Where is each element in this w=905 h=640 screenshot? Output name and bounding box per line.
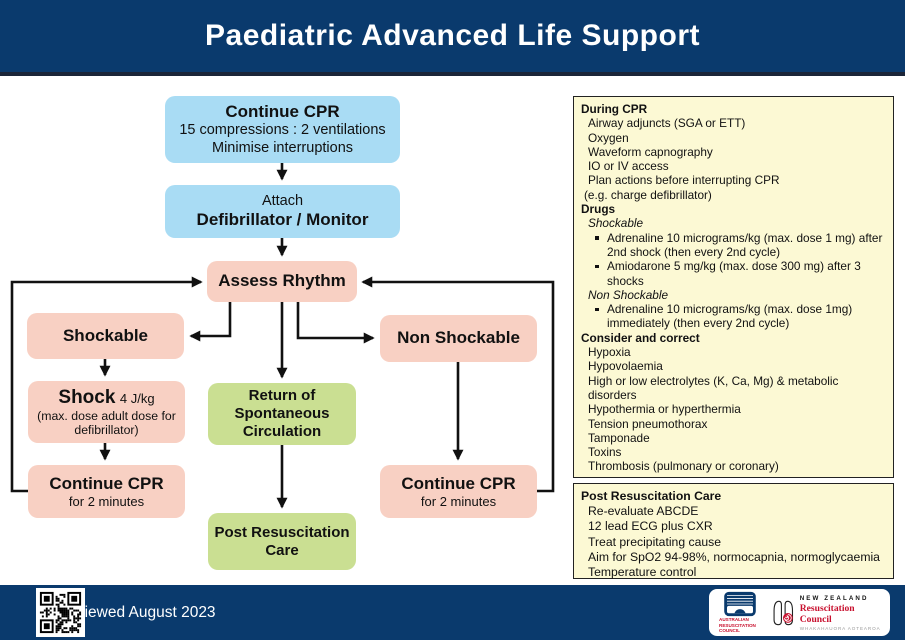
box-title: Continue CPR <box>49 473 164 493</box>
box-title: Defibrillator / Monitor <box>196 210 369 230</box>
panel-line: Tamponade <box>588 430 650 445</box>
qr-code-pattern <box>36 588 85 637</box>
box-title: Non Shockable <box>397 328 520 348</box>
panel-label: Non Shockable <box>588 287 669 302</box>
panel-line: IO or IV access <box>588 159 669 174</box>
box-post-resuscitation-care: Post Resuscitation Care <box>208 513 356 570</box>
nz-text-line1: NEW ZEALAND <box>799 594 869 602</box>
box-line: Minimise interruptions <box>211 139 354 156</box>
panel-line: Oxygen <box>588 130 629 145</box>
panel-line: Hypoxia <box>588 345 631 360</box>
nzrc-logo-text: NEW ZEALAND Resuscitation Council WHAKAH… <box>800 595 884 631</box>
box-line: Attach <box>261 192 304 209</box>
panel-bullet: Adrenaline 10 micrograms/kg (max. dose 1… <box>581 302 889 331</box>
panel-heading: During CPR <box>581 102 648 116</box>
panel-line: (e.g. charge defibrillator) <box>584 187 712 202</box>
panel-line: Airway adjuncts (SGA or ETT) <box>588 116 746 131</box>
box-shockable: Shockable <box>27 313 184 359</box>
box-note: (max. dose adult dose for defibrillator) <box>37 409 176 438</box>
arc-logo-text: AUSTRALIAN RESUSCITATION COUNCIL <box>719 617 756 634</box>
shock-label: Shock <box>58 386 116 408</box>
shock-dose: 4 J/kg <box>119 390 155 406</box>
panel-line: Re-evaluate ABCDE <box>588 504 699 519</box>
nz-text-line3: WHAKAHAUORA AOTEAROA <box>799 625 881 631</box>
arc-text-line: RESUSCITATION <box>719 622 756 628</box>
panel-line: Waveform capnography <box>588 144 713 159</box>
panel-line: Treat precipitating cause <box>588 534 722 549</box>
bullet-icon <box>595 264 599 269</box>
panel-line: 12 lead ECG plus CXR <box>588 519 713 534</box>
nzrc-logo: NEW ZEALAND Resuscitation Council WHAKAH… <box>771 595 884 631</box>
page-title: Paediatric Advanced Life Support <box>205 19 700 52</box>
arc-logo: AUSTRALIAN RESUSCITATION COUNCIL <box>715 591 764 634</box>
panel-line: Temperature control <box>588 565 697 580</box>
box-title: Post Resuscitation Care <box>214 523 350 559</box>
panel-bullet: Amiodarone 5 mg/kg (max. dose 300 mg) af… <box>581 259 889 288</box>
box-line: for 2 minutes <box>420 493 497 509</box>
panel-line: Tension pneumothorax <box>588 416 708 431</box>
box-title: Continue CPR <box>401 473 516 493</box>
box-attach-defibrillator: Attach Defibrillator / Monitor <box>165 185 400 238</box>
box-continue-cpr-left: Continue CPR for 2 minutes <box>28 465 185 518</box>
box-assess-rhythm: Assess Rhythm <box>207 261 357 302</box>
box-title: Shock 4 J/kg <box>58 387 154 409</box>
box-title: Assess Rhythm <box>218 271 346 291</box>
box-continue-cpr-right: Continue CPR for 2 minutes <box>380 465 537 518</box>
box-line: 15 compressions : 2 ventilations <box>179 122 386 139</box>
arc-text-line: COUNCIL <box>719 628 740 634</box>
panel-heading: Post Resuscitation Care <box>581 489 722 503</box>
bullet-text: Adrenaline 10 micrograms/kg (max. dose 1… <box>607 302 853 331</box>
box-rosc: Return of Spontaneous Circulation <box>208 383 356 445</box>
panel-subheading: Drugs <box>581 202 616 217</box>
qr-code <box>36 588 85 637</box>
panel-subheading: Consider and correct <box>581 330 700 345</box>
nz-text-line2: Resuscitation Council <box>799 602 855 625</box>
box-continue-cpr-top: Continue CPR 15 compressions : 2 ventila… <box>165 96 400 163</box>
panel-line: Aim for SpO2 94-98%, normocapnia, normog… <box>588 549 880 564</box>
footer-bar: Reviewed August 2023 AUSTRALIAN RESUSCIT… <box>0 585 905 640</box>
arc-logo-icon <box>723 591 756 616</box>
logo-plaque: AUSTRALIAN RESUSCITATION COUNCIL NEW ZEA… <box>709 589 890 636</box>
during-cpr-panel: During CPR Airway adjuncts (SGA or ETT) … <box>573 96 894 478</box>
panel-line: Plan actions before interrupting CPR <box>588 173 780 188</box>
panel-line: High or low electrolytes (K, Ca, Mg) & m… <box>588 373 839 402</box>
panel-line: Toxins <box>588 445 622 460</box>
lungs-koru-icon <box>773 600 794 625</box>
panel-bullet: Adrenaline 10 micrograms/kg (max. dose 1… <box>581 231 889 260</box>
bullet-icon <box>595 236 599 240</box>
box-line: for 2 minutes <box>68 493 145 509</box>
panel-label: Shockable <box>588 216 644 231</box>
post-resuscitation-panel: Post Resuscitation Care Re-evaluate ABCD… <box>573 483 894 579</box>
box-title: Return of Spontaneous Circulation <box>234 387 330 440</box>
panel-line: Thrombosis (pulmonary or coronary) <box>588 459 779 474</box>
panel-line: Hypovolaemia <box>588 359 663 374</box>
bullet-text: Amiodarone 5 mg/kg (max. dose 300 mg) af… <box>607 259 861 288</box>
bullet-text: Adrenaline 10 micrograms/kg (max. dose 1… <box>607 230 883 259</box>
box-shock: Shock 4 J/kg (max. dose adult dose for d… <box>28 381 185 443</box>
header-bar: Paediatric Advanced Life Support <box>0 0 905 76</box>
panel-line: Hypothermia or hyperthermia <box>588 402 741 417</box>
box-title: Shockable <box>62 325 149 345</box>
reviewed-date: Reviewed August 2023 <box>57 603 216 621</box>
arc-text-line: AUSTRALIAN <box>719 616 749 622</box>
box-title: Continue CPR <box>225 102 340 122</box>
box-non-shockable: Non Shockable <box>380 315 537 362</box>
bullet-icon <box>595 307 599 312</box>
